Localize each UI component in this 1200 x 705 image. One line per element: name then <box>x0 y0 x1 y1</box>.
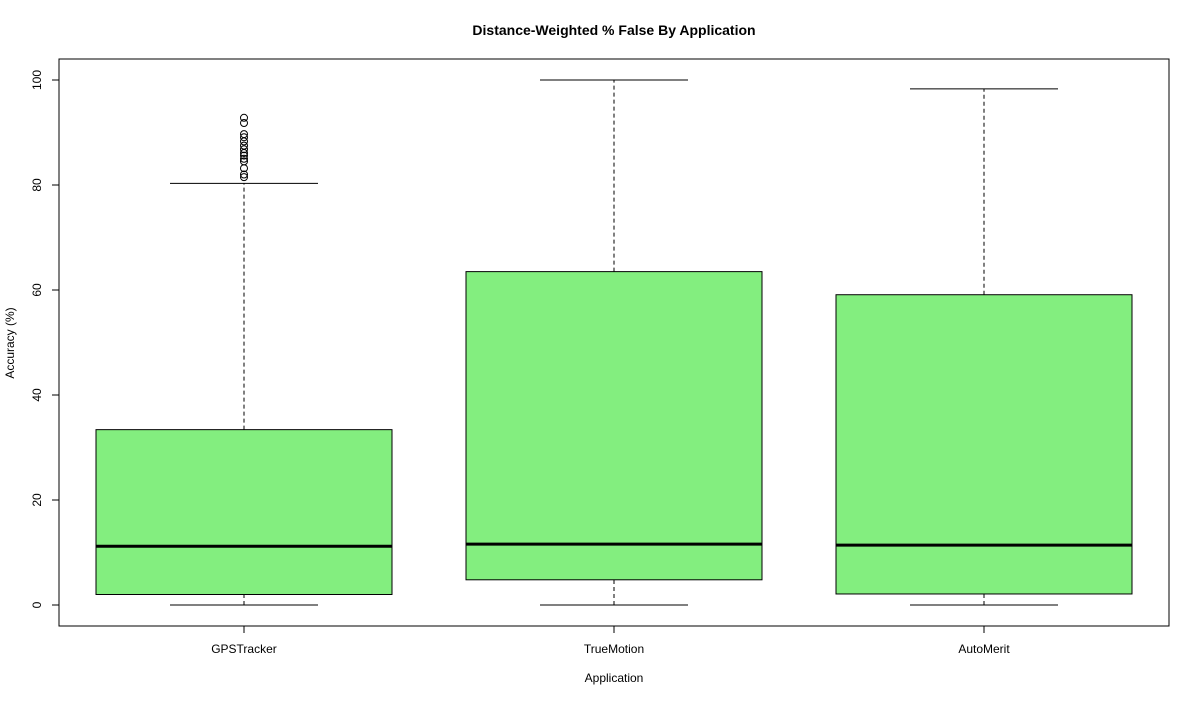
y-tick-label: 20 <box>30 493 44 507</box>
outlier-point <box>240 133 248 142</box>
outlier-point <box>240 119 248 128</box>
outlier-point <box>240 157 248 166</box>
y-tick-label: 0 <box>30 601 44 608</box>
y-tick-label: 60 <box>30 283 44 297</box>
box-iqr <box>835 294 1133 595</box>
outlier-point <box>240 141 248 150</box>
box-truemotion <box>465 79 763 606</box>
outlier-point <box>240 113 248 122</box>
boxes-group <box>95 79 1133 606</box>
outlier-point <box>240 154 248 163</box>
x-axis-title: Application <box>585 671 644 685</box>
y-tick-label: 100 <box>30 70 44 90</box>
y-axis-title: Accuracy (%) <box>3 307 17 378</box>
x-tick-label: TrueMotion <box>584 642 644 656</box>
outlier-point <box>240 151 248 160</box>
x-tick-label: GPSTracker <box>211 642 277 656</box>
y-axis: 0 20 40 60 80 100 <box>30 70 60 608</box>
x-tick-label: AutoMerit <box>958 642 1010 656</box>
x-axis: GPSTracker TrueMotion AutoMerit <box>211 625 1010 656</box>
outlier-point <box>240 145 248 154</box>
y-tick-label: 40 <box>30 388 44 402</box>
box-gpstracker <box>95 113 393 606</box>
outlier-point <box>240 170 248 179</box>
outlier-point <box>240 130 248 139</box>
box-iqr <box>465 271 763 581</box>
y-tick-label: 80 <box>30 178 44 192</box>
box-automerit <box>835 88 1133 606</box>
box-iqr <box>95 429 393 595</box>
chart-title: Distance-Weighted % False By Application <box>472 22 755 38</box>
outlier-point <box>240 173 248 182</box>
